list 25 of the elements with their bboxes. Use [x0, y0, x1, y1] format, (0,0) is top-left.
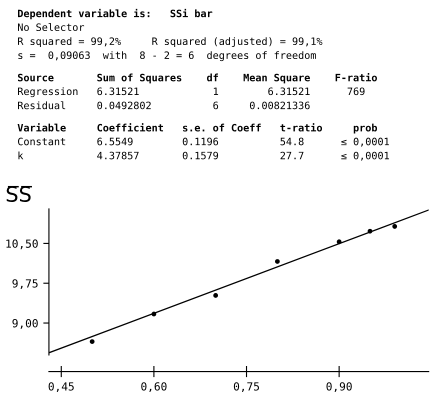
- source-note: Source Sum of Squares df Mean Square F-ratio: [18, 73, 377, 84]
- text: Variable Coefficient s.e. of Coeff t-ratio prob: [18, 123, 378, 134]
- point: [90, 339, 95, 344]
- text: R squared = 99,2% R squared (adjusted) = 99,1%: [18, 37, 322, 48]
- y-tick-label: 10,50: [6, 239, 38, 250]
- text: k 4.37857 0.1579 27.7 ≤ 0,0001: [18, 152, 389, 161]
- y-axis-title: S̅S̅: [6, 186, 32, 202]
- point: [152, 312, 156, 316]
- x-tick-label: 0,90: [326, 382, 352, 392]
- text: Regression 6.31521 1 6.31521 769: [18, 87, 365, 98]
- x-tick-label: 0,75: [234, 382, 260, 392]
- text: No Selector: [18, 23, 84, 32]
- point: [368, 228, 372, 234]
- x-tick-label: 0,45: [48, 382, 74, 392]
- text: Constant 6.5549 0.1196 54.8 ≤ 0,0001: [18, 138, 389, 147]
- point: [213, 293, 218, 298]
- point: [274, 259, 280, 264]
- x-tick-label: 0,60: [141, 382, 167, 392]
- y-tick-label: 9,00: [12, 319, 38, 329]
- y-tick-label: 9,75: [12, 279, 38, 290]
- point: [392, 224, 398, 229]
- point: [336, 239, 342, 244]
- text: Dependent variable is: SSi bar: [18, 8, 212, 20]
- text: s = 0,09063 with 8 - 2 = 6 degrees of freedom: [18, 51, 316, 62]
- text: Residual 0.0492802 6 0.00821336: [18, 101, 310, 110]
